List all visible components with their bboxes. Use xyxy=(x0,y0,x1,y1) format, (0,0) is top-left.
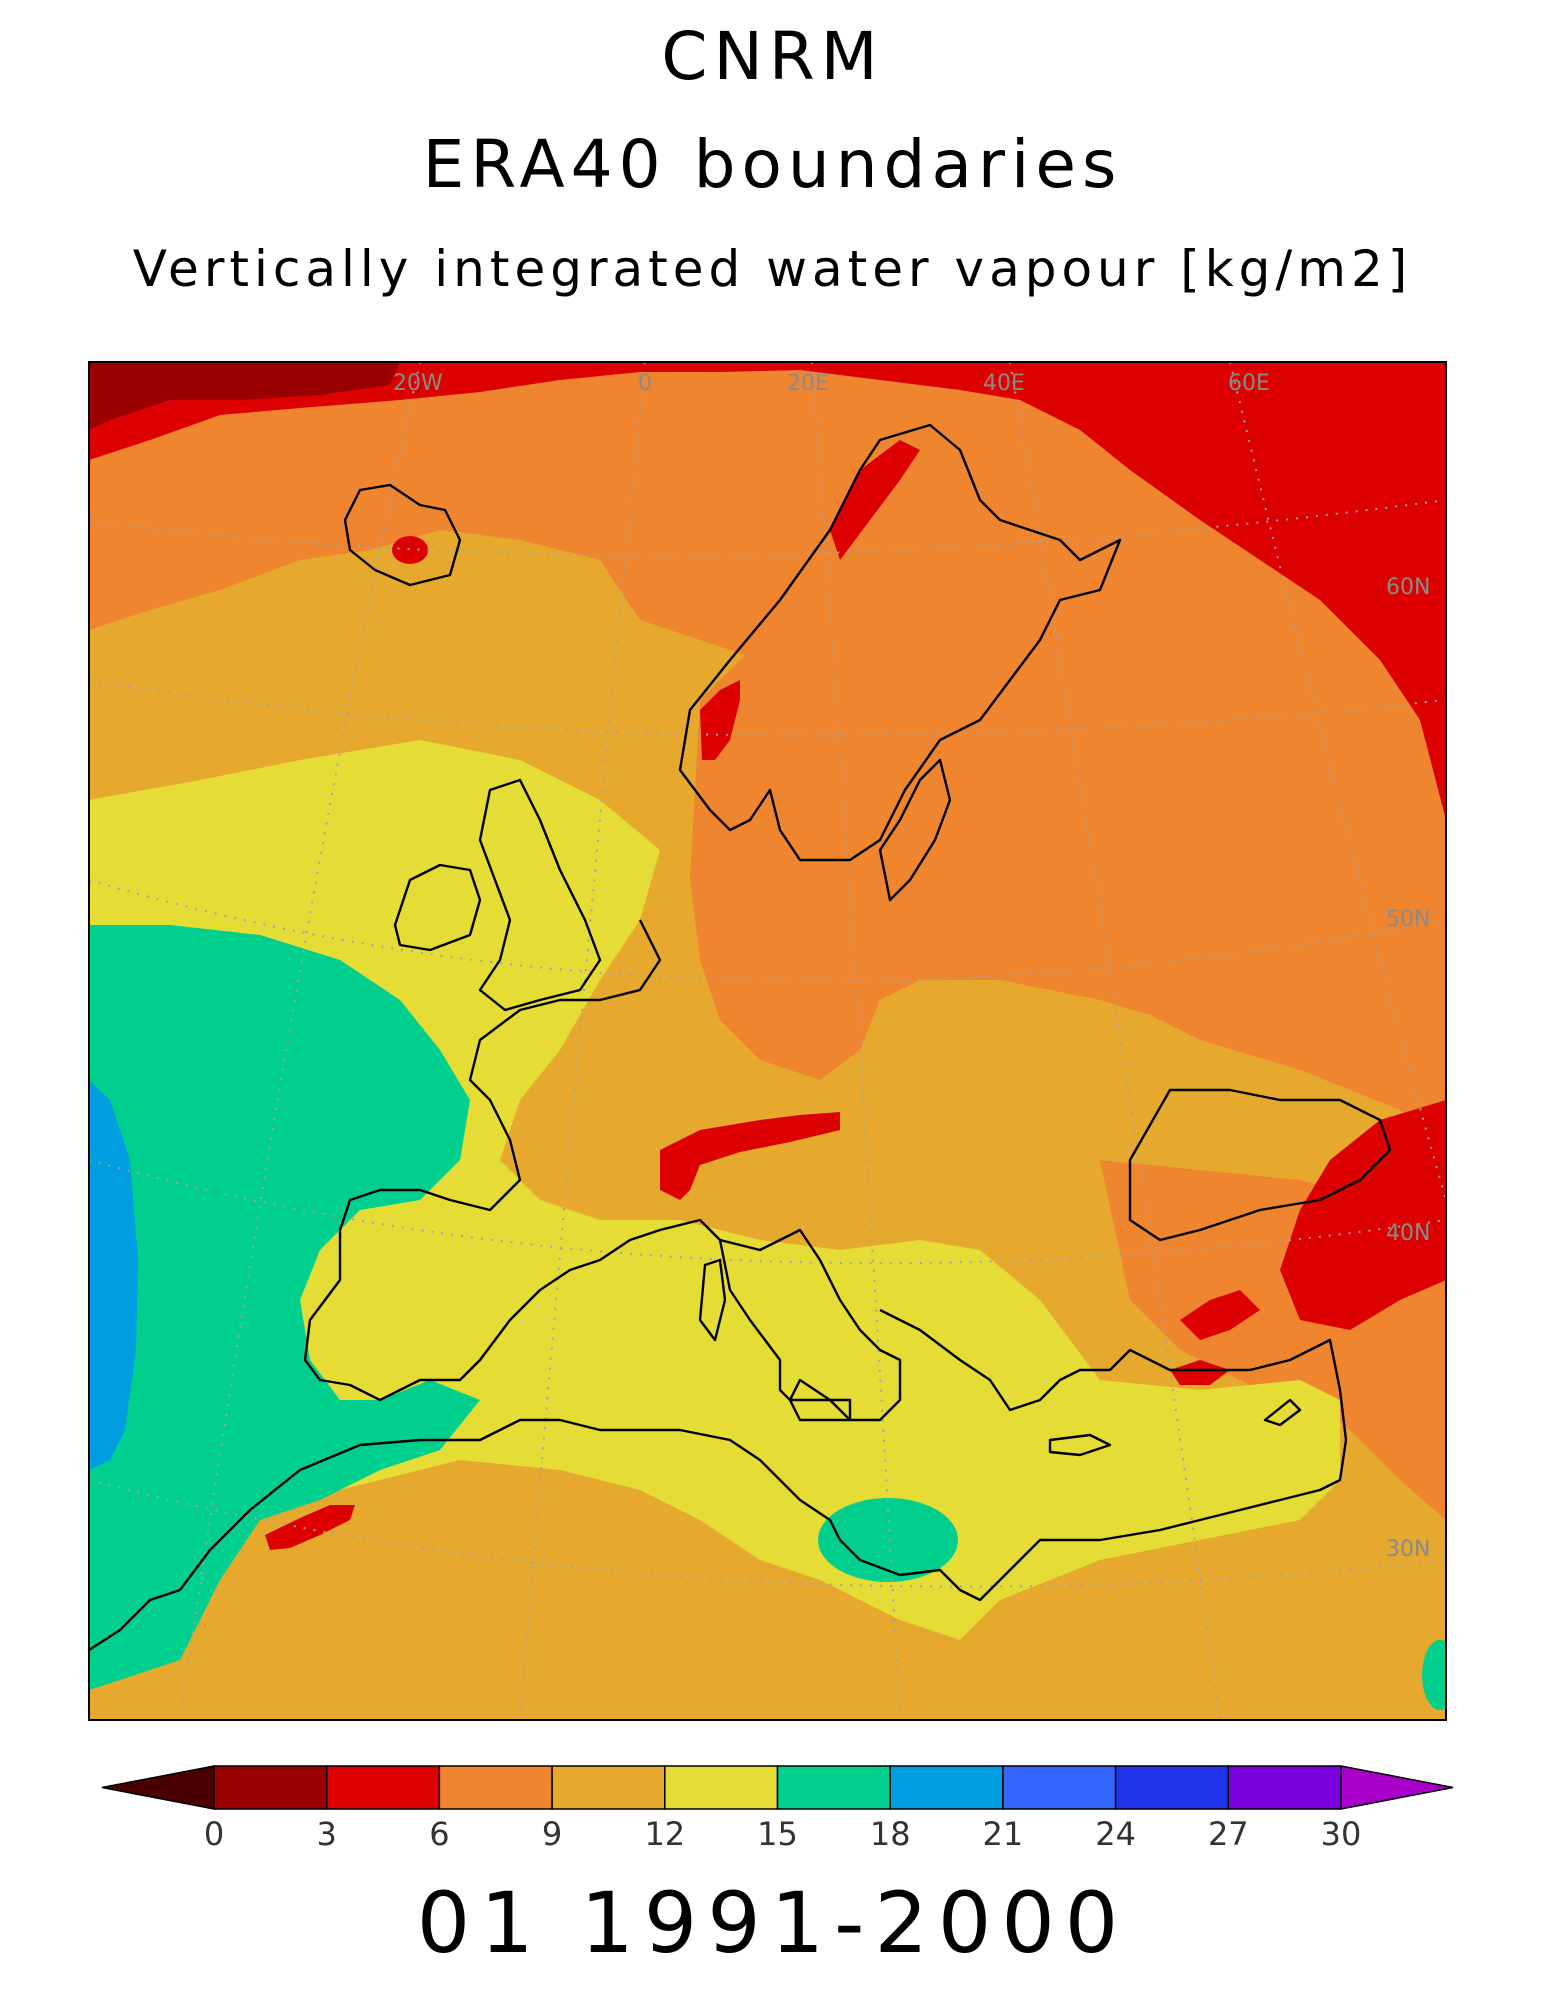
coastline-sicily xyxy=(788,1398,852,1422)
coastline-scandinavia xyxy=(678,423,1122,862)
coastline-continent-west xyxy=(303,919,721,1402)
colorbar-tick-label: 27 xyxy=(1208,1815,1249,1853)
colorbar-swatch xyxy=(1002,1765,1117,1810)
coastlines xyxy=(89,423,1392,1652)
colorbar-tick-label: 3 xyxy=(317,1815,337,1853)
coastline-britain xyxy=(478,778,602,1012)
colorbar-tick-label: 15 xyxy=(757,1815,798,1853)
lon-label: 0 xyxy=(638,371,652,396)
colorbar-swatch xyxy=(325,1765,441,1810)
coastline-ireland xyxy=(393,863,482,952)
field-6-9-scandinavia xyxy=(690,420,1446,1100)
field-3-6-norway xyxy=(700,680,740,760)
map-field xyxy=(89,362,1446,1720)
field-15-18-sirte xyxy=(818,1498,958,1582)
colorbar-swatch xyxy=(776,1765,891,1810)
coastline-sardinia xyxy=(698,1258,727,1342)
lon-label: 20E xyxy=(787,371,829,396)
lat-label: 30N xyxy=(1386,1537,1430,1562)
lon-label: 20W xyxy=(393,371,443,396)
colorbar-tick-label: 12 xyxy=(644,1815,685,1853)
coastline-italy xyxy=(718,1228,902,1422)
colorbar-tick-label: 9 xyxy=(542,1815,562,1853)
field-3-6-anatolia xyxy=(1170,1360,1230,1385)
coastline-crete xyxy=(1048,1433,1112,1457)
field-15-18-se xyxy=(1422,1640,1446,1710)
colorbar-under-triangle xyxy=(101,1765,215,1810)
field-0-3-corner xyxy=(89,362,400,430)
coastline-north-africa xyxy=(179,1389,1348,1602)
graticule-labels: 20W 0 20E 40E 60E 60N 50N 40N 30N xyxy=(393,371,1430,1562)
colorbar-tick-label: 6 xyxy=(429,1815,449,1853)
coastline-cyprus xyxy=(1263,1398,1302,1427)
field-3-6-north xyxy=(89,362,1446,820)
colorbar-swatch xyxy=(889,1765,1004,1810)
colorbar-tick-label: 21 xyxy=(983,1815,1024,1853)
map-frame xyxy=(88,361,1447,1721)
colorbar-over-triangle xyxy=(1340,1765,1454,1810)
model-title: CNRM xyxy=(661,18,884,95)
field-18-21 xyxy=(89,1080,138,1470)
colorbar-swatch xyxy=(551,1765,666,1810)
variable-title: Vertically integrated water vapour [kg/m… xyxy=(132,240,1413,298)
coastline-morocco-west xyxy=(89,1588,181,1652)
colorbar-tick-label: 18 xyxy=(870,1815,911,1853)
lat-label: 60N xyxy=(1386,575,1430,600)
lon-label: 40E xyxy=(983,371,1025,396)
coastline-baltic xyxy=(878,758,952,902)
colorbar-tick-label: 0 xyxy=(204,1815,224,1853)
field-3-6-atlas xyxy=(265,1505,355,1550)
colorbar-swatch xyxy=(664,1765,779,1810)
colorbar-tick-label: 30 xyxy=(1321,1815,1362,1853)
colorbar-swatch xyxy=(213,1765,328,1810)
forcing-title: ERA40 boundaries xyxy=(422,126,1123,203)
field-3-6-alps xyxy=(660,1112,840,1200)
colorbar-swatch xyxy=(438,1765,553,1810)
colorbar: 0 3 6 9 12 15 18 21 24 27 30 xyxy=(101,1765,1454,1853)
coastline-iceland xyxy=(343,483,462,587)
colorbar-swatch xyxy=(1114,1765,1230,1810)
field-3-6-lapland xyxy=(830,440,920,560)
lon-label: 60E xyxy=(1228,371,1270,396)
coastline-balkans xyxy=(879,1308,1342,1412)
field-3-6-iceland xyxy=(392,536,428,564)
field-3-6-russia xyxy=(1280,1100,1446,1330)
colorbar-swatch xyxy=(1227,1765,1342,1810)
field-15-18 xyxy=(89,925,480,1690)
coastline-black-sea xyxy=(1128,1088,1392,1242)
field-3-6-caucasus xyxy=(1180,1290,1260,1340)
graticule xyxy=(89,362,1446,1720)
lat-label: 50N xyxy=(1386,907,1430,932)
period-label: 01 1991-2000 xyxy=(416,1874,1129,1972)
colorbar-tick-label: 24 xyxy=(1095,1815,1136,1853)
lat-label: 40N xyxy=(1386,1221,1430,1246)
